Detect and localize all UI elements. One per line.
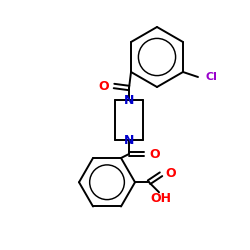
Text: Cl: Cl — [206, 72, 218, 82]
Text: N: N — [124, 94, 134, 106]
Text: N: N — [124, 134, 134, 146]
Text: O: O — [98, 80, 109, 92]
Text: O: O — [149, 148, 160, 160]
Text: O: O — [165, 167, 176, 180]
Text: OH: OH — [150, 192, 172, 205]
